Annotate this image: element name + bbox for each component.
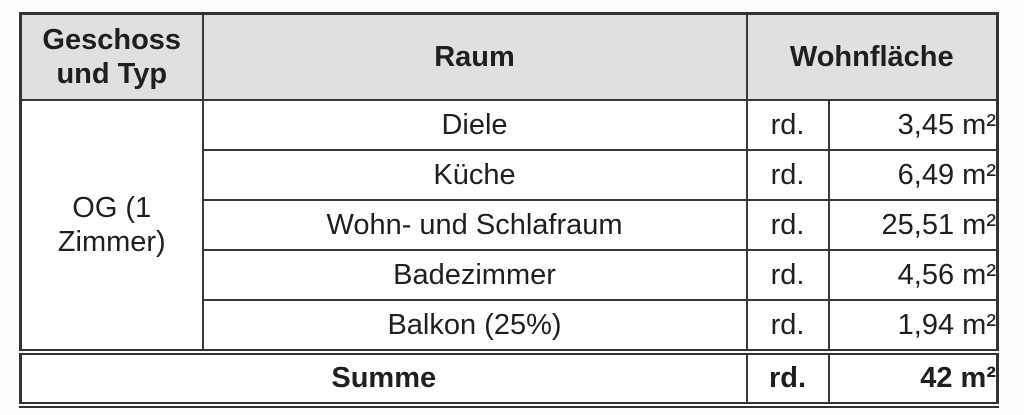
room-name: Diele — [201, 99, 748, 151]
area-value: 6,49 m² — [827, 149, 999, 201]
header-row: Geschoss und Typ Raum Wohnfläche — [19, 12, 999, 101]
room-name: Küche — [201, 149, 748, 201]
approx-abbrev: rd. — [745, 99, 830, 151]
header-geschoss-und-typ: Geschoss und Typ — [19, 12, 204, 101]
area-value: 3,45 m² — [827, 99, 999, 151]
room-name: Badezimmer — [201, 249, 748, 301]
summary-approx-abbrev: rd. — [745, 349, 830, 408]
wohnflaeche-table: Geschoss und Typ Raum Wohnfläche OG (1 Z… — [19, 12, 999, 408]
area-value: 25,51 m² — [827, 199, 999, 251]
summary-row: Summe rd. 42 m² — [19, 349, 999, 408]
room-name: Balkon (25%) — [201, 299, 748, 353]
approx-abbrev: rd. — [745, 299, 830, 353]
table-row-balkon: Balkon (25%) rd. 1,94 m² — [21, 299, 999, 353]
table-row-kueche: Küche rd. 6,49 m² — [21, 149, 999, 201]
header-wohnflaeche: Wohnfläche — [745, 12, 999, 101]
summary-area-value: 42 m² — [827, 349, 999, 408]
header-raum: Raum — [201, 12, 748, 101]
approx-abbrev: rd. — [745, 199, 830, 251]
area-value: 1,94 m² — [827, 299, 999, 353]
room-name: Wohn- und Schlafraum — [201, 199, 748, 251]
table-row-diele: OG (1 Zimmer) Diele rd. 3,45 m² — [19, 99, 999, 353]
summary-label: Summe — [19, 349, 748, 408]
area-value: 4,56 m² — [827, 249, 999, 301]
approx-abbrev: rd. — [745, 249, 830, 301]
geschoss-typ-label: OG (1 Zimmer) — [57, 191, 166, 258]
table-row-wohn-schlafraum: Wohn- und Schlafraum rd. 25,51 m² — [21, 199, 999, 251]
approx-abbrev: rd. — [745, 149, 830, 201]
geschoss-typ-group-cell: OG (1 Zimmer) — [19, 99, 204, 353]
table-row-badezimmer: Badezimmer rd. 4,56 m² — [21, 249, 999, 301]
